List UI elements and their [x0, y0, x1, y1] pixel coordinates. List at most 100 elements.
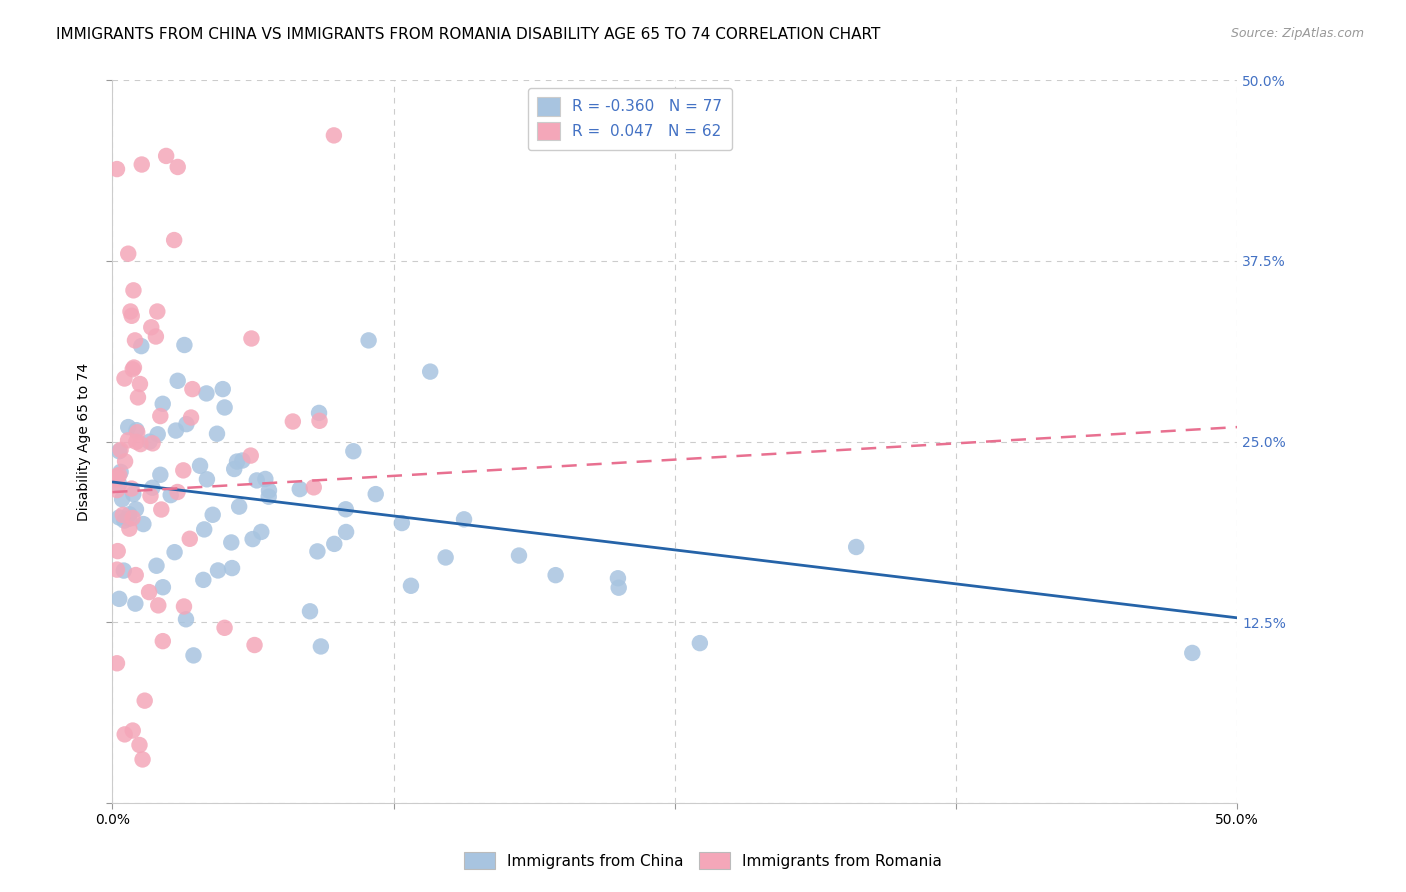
Point [243, 638, 266, 652]
Point [176, 417, 198, 431]
Point [105, 472, 128, 486]
Point [207, 564, 229, 578]
Point [302, 480, 325, 494]
Point [124, 597, 146, 611]
Text: Source: ZipAtlas.com: Source: ZipAtlas.com [1230, 27, 1364, 40]
Point [138, 585, 160, 599]
Point [145, 558, 167, 573]
Point [188, 458, 211, 473]
Point [108, 477, 131, 491]
Point [231, 453, 253, 467]
Point [307, 544, 329, 558]
Point [308, 414, 330, 428]
Point [108, 444, 131, 458]
Point [152, 397, 174, 411]
Point [114, 371, 136, 385]
Point [124, 334, 146, 348]
Point [112, 564, 135, 578]
Point [132, 517, 155, 532]
Point [228, 500, 250, 514]
Point [250, 524, 273, 539]
Point [108, 510, 131, 524]
Point [214, 621, 236, 635]
Point [122, 360, 145, 375]
Point [246, 474, 269, 488]
Point [125, 423, 148, 437]
Point [105, 483, 128, 497]
Point [152, 634, 174, 648]
Point [201, 508, 224, 522]
Point [219, 535, 242, 549]
Point [159, 488, 181, 502]
Point [309, 640, 332, 654]
Point [254, 472, 277, 486]
Point [434, 550, 457, 565]
Point [174, 612, 197, 626]
Point [127, 425, 149, 440]
Point [118, 522, 141, 536]
Point [125, 568, 148, 582]
Point [105, 162, 128, 177]
Point [419, 365, 441, 379]
Point [107, 544, 129, 558]
Point [453, 512, 475, 526]
Point [129, 437, 152, 451]
Point [607, 571, 630, 585]
Point [118, 508, 141, 522]
Legend: R = -0.360   N = 77, R =  0.047   N = 62: R = -0.360 N = 77, R = 0.047 N = 62 [529, 88, 731, 150]
Point [163, 545, 186, 559]
Point [105, 563, 128, 577]
Point [117, 420, 139, 434]
Legend: Immigrants from China, Immigrants from Romania: Immigrants from China, Immigrants from R… [458, 846, 948, 875]
Point [146, 304, 169, 318]
Point [357, 334, 380, 348]
Point [224, 462, 246, 476]
Point [183, 648, 205, 663]
Point [221, 561, 243, 575]
Y-axis label: Disability Age 65 to 74: Disability Age 65 to 74 [77, 362, 91, 521]
Point [181, 382, 204, 396]
Point [322, 128, 344, 143]
Point [111, 508, 134, 522]
Point [146, 427, 169, 442]
Point [172, 463, 194, 477]
Point [211, 382, 233, 396]
Point [335, 502, 357, 516]
Point [121, 309, 143, 323]
Point [122, 487, 145, 501]
Point [118, 512, 141, 526]
Point [134, 693, 156, 707]
Point [112, 514, 135, 528]
Point [193, 573, 215, 587]
Point [508, 549, 530, 563]
Point [145, 329, 167, 343]
Point [142, 436, 165, 450]
Point [114, 727, 136, 741]
Point [129, 376, 152, 391]
Point [125, 502, 148, 516]
Point [117, 434, 139, 448]
Point [364, 487, 387, 501]
Point [139, 489, 162, 503]
Point [323, 537, 346, 551]
Point [214, 401, 236, 415]
Point [308, 406, 330, 420]
Point [125, 434, 148, 449]
Point [105, 469, 128, 483]
Point [205, 426, 228, 441]
Point [138, 434, 160, 449]
Point [607, 581, 630, 595]
Point [845, 540, 868, 554]
Point [122, 284, 145, 298]
Point [131, 157, 153, 171]
Point [108, 468, 131, 483]
Point [226, 454, 249, 468]
Text: IMMIGRANTS FROM CHINA VS IMMIGRANTS FROM ROMANIA DISABILITY AGE 65 TO 74 CORRELA: IMMIGRANTS FROM CHINA VS IMMIGRANTS FROM… [56, 27, 880, 42]
Point [165, 424, 187, 438]
Point [391, 516, 413, 530]
Point [121, 482, 143, 496]
Point [105, 657, 128, 671]
Point [257, 490, 280, 504]
Point [342, 444, 364, 458]
Point [117, 246, 139, 260]
